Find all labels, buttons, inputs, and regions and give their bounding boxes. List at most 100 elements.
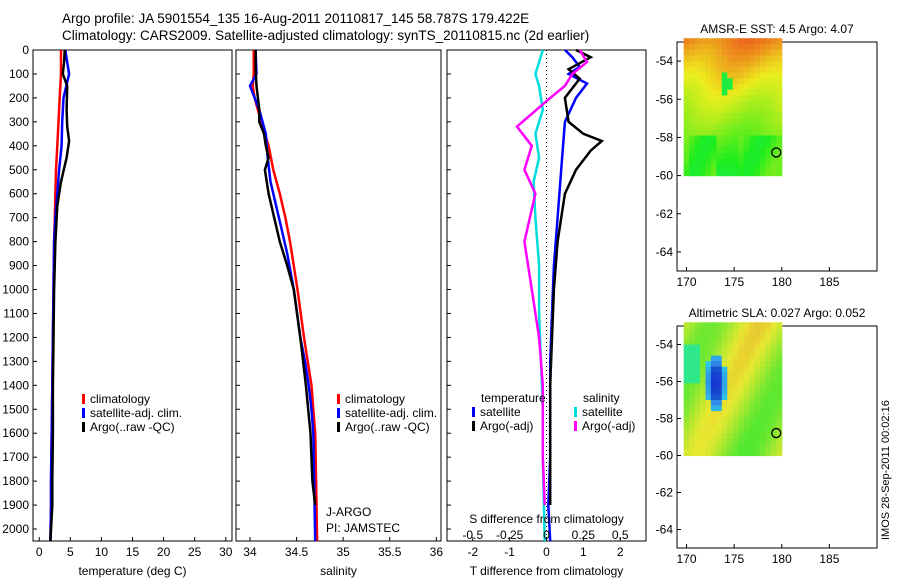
sla-map-cell <box>689 427 696 434</box>
sst-map-cell <box>727 78 734 85</box>
sst-map-cell <box>754 106 761 114</box>
sst-map-cell <box>776 141 783 148</box>
sla-map-cell <box>694 388 701 396</box>
sla-map-cell <box>732 377 739 384</box>
sst-map-cell <box>705 164 712 171</box>
sst-map-cell <box>689 89 696 96</box>
sst-map-cell <box>765 89 772 96</box>
sst-map-cell <box>765 72 772 79</box>
sst-map-cell <box>770 124 777 131</box>
sst-map-cell <box>732 112 739 119</box>
sla-map-cell <box>760 338 766 346</box>
sst-map-cell <box>689 106 696 114</box>
sst-map-cell <box>749 78 756 85</box>
sla-map-cell <box>700 327 706 334</box>
sla-map-cell <box>721 350 728 357</box>
sla-map-cell <box>710 322 717 329</box>
sla-map-cell <box>770 327 777 334</box>
sla-map-cell <box>776 366 783 373</box>
sst-map-cell <box>721 38 728 45</box>
sla-map-cell <box>749 388 756 396</box>
sst-map-cell <box>710 66 717 74</box>
sla-map-cell <box>760 433 766 440</box>
sla-map-cell <box>694 411 701 418</box>
sla-map-cell <box>776 444 783 451</box>
depth-tick-label: 600 <box>9 187 29 201</box>
sst-map-cell <box>749 43 756 51</box>
sla-map-cell <box>765 338 772 346</box>
timestamp-stamp: IMOS 28-Sep-2011 00:02:16 <box>880 400 892 540</box>
sst-map-cell <box>738 43 745 51</box>
sst-map-title: AMSR-E SST: 4.5 Argo: 4.07 <box>700 22 854 36</box>
sst-map-cell <box>683 112 690 119</box>
sst-map-cell <box>765 106 772 114</box>
difference-legend-label: Argo(-adj) <box>480 419 533 433</box>
sla-map-cell <box>754 355 761 362</box>
sst-map-cell <box>705 66 712 74</box>
sst-map-cell <box>738 55 745 62</box>
sla-map-cell <box>727 433 734 440</box>
data-source-label: J-ARGO <box>326 505 371 519</box>
salinity-xlabel: salinity <box>320 564 357 578</box>
sst-map-cell <box>694 61 701 68</box>
sst-map-cell <box>705 43 712 51</box>
sst-map-cell <box>765 164 772 171</box>
sst-map-cell <box>683 152 690 159</box>
depth-tick-label: 200 <box>9 91 29 105</box>
sst-map-cell <box>743 66 750 74</box>
sst-map-cell <box>683 72 690 79</box>
sst-map-cell <box>727 49 734 56</box>
sla-map-cell <box>776 361 783 368</box>
sst-map-cell <box>727 118 734 125</box>
sst-map-cell <box>765 78 772 85</box>
sla-map-cell <box>689 383 696 390</box>
sst-map-cell <box>776 49 783 56</box>
sst-map-cell <box>732 152 739 159</box>
sst-map-cell <box>743 106 750 114</box>
sst-map-cell <box>689 95 696 102</box>
sla-map-cell <box>689 405 696 412</box>
sla-map-cell <box>689 322 696 329</box>
sst-map-cell <box>770 95 777 102</box>
temperature-xtick-label: 10 <box>95 545 109 559</box>
sst-map-cell <box>743 169 750 177</box>
sst-map-cell <box>754 55 761 62</box>
sst-map-cell <box>754 43 761 51</box>
sla-map-cell <box>705 438 712 446</box>
depth-tick-label: 1800 <box>2 474 29 488</box>
sst-map-cell <box>732 118 739 125</box>
sst-map-cell <box>721 112 728 119</box>
sla-map-cell <box>738 444 745 451</box>
sst-map-cell <box>710 124 717 131</box>
sla-map-cell <box>683 427 690 434</box>
sst-map-cell <box>749 95 756 102</box>
sla-map-xtick-label: 170 <box>677 552 697 566</box>
sst-map-cell <box>770 49 777 56</box>
sla-map-cell <box>760 355 766 362</box>
sla-map-cell <box>754 333 761 340</box>
sst-map-cell <box>700 112 706 119</box>
sla-map-cell <box>754 449 761 457</box>
sst-map-cell <box>694 158 701 165</box>
sst-map-cell <box>754 78 761 85</box>
sla-map-cell <box>683 433 690 440</box>
sst-map-cell <box>694 141 701 148</box>
sla-map-cell <box>738 333 745 340</box>
sst-map-cell <box>776 78 783 85</box>
sst-map-cell <box>754 147 761 154</box>
sla-map-cell <box>700 416 706 423</box>
sst-map-cell <box>689 147 696 154</box>
sla-map-cell <box>683 355 690 362</box>
sla-map-cell <box>760 427 766 434</box>
sst-map-cell <box>749 169 756 177</box>
sla-map-cell <box>743 405 750 412</box>
sst-map-cell <box>743 147 750 154</box>
sst-map-cell <box>743 38 750 45</box>
difference-xtick-label: 1 <box>580 545 587 559</box>
sla-map-cell <box>776 422 783 429</box>
depth-tick-label: 900 <box>9 259 29 273</box>
salinity-series-2-line <box>254 50 317 506</box>
sst-map-cell <box>705 158 712 165</box>
sst-map-cell <box>749 118 756 125</box>
